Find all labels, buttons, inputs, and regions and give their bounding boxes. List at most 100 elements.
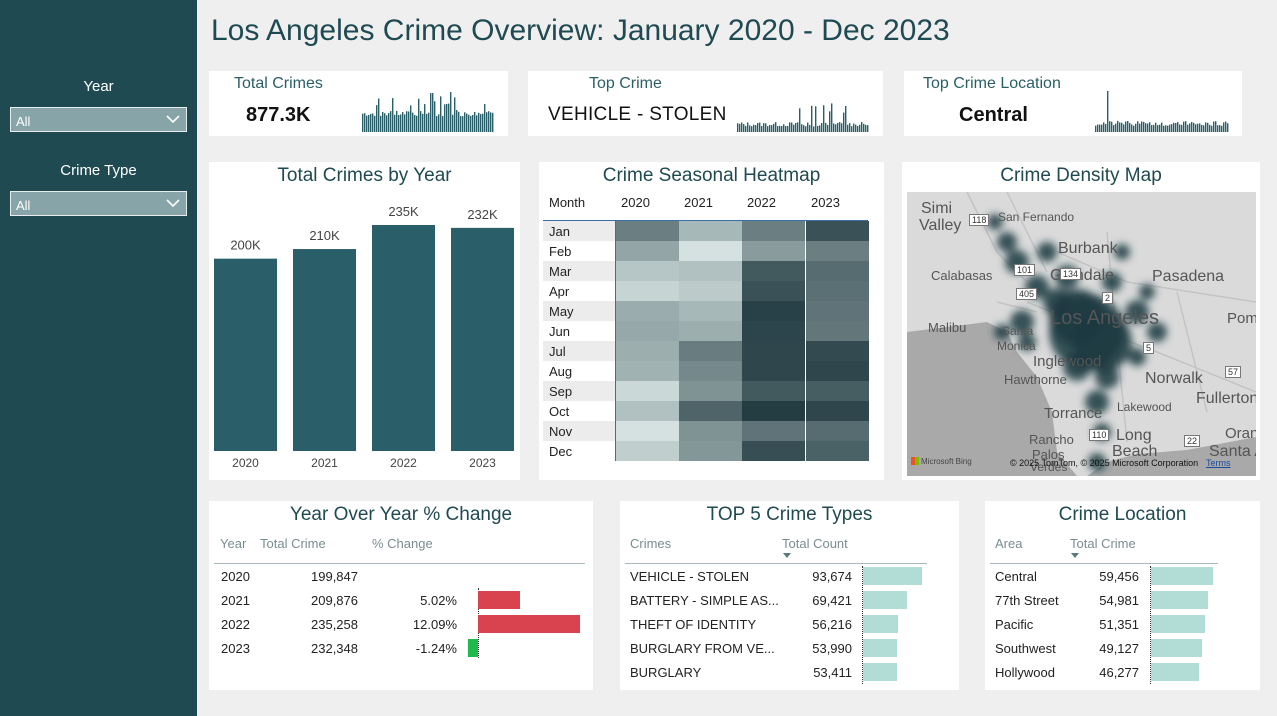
bar-axis-line	[1150, 566, 1151, 684]
row-name: 77th Street	[995, 593, 1059, 608]
heatmap-cell[interactable]	[679, 361, 742, 381]
heatmap-cell[interactable]	[679, 241, 742, 261]
yoy-change-bar[interactable]	[467, 639, 478, 657]
heatmap-cell[interactable]	[616, 221, 679, 241]
row-bar[interactable]	[863, 663, 897, 681]
bar-2023[interactable]	[451, 227, 514, 451]
heatmap-cell[interactable]	[616, 341, 679, 361]
row-bar[interactable]	[1151, 639, 1203, 657]
heatmap-cell[interactable]	[806, 281, 869, 301]
row-bar[interactable]	[1151, 663, 1200, 681]
heatmap-cell[interactable]	[806, 261, 869, 281]
map-place-label: Malibu	[928, 320, 967, 335]
bar-2022[interactable]	[372, 225, 435, 451]
heatmap-cell[interactable]	[679, 281, 742, 301]
column-header-pct-change[interactable]: % Change	[372, 536, 433, 551]
row-name: THEFT OF IDENTITY	[630, 617, 757, 632]
heatmap-cell[interactable]	[806, 221, 869, 241]
year-dropdown[interactable]: All	[10, 107, 187, 132]
heatmap-cell[interactable]	[679, 221, 742, 241]
row-name: Pacific	[995, 617, 1034, 632]
bar-data-label: 235K	[388, 204, 419, 219]
crime-density-map[interactable]: Simi Valley San Fernando Burbank Calabasas Gl…	[907, 192, 1256, 476]
bar-2020[interactable]	[214, 258, 277, 451]
heatmap-cell[interactable]	[616, 321, 679, 341]
heatmap-cell[interactable]	[679, 401, 742, 421]
x-tick-label: 2021	[311, 456, 338, 470]
heatmap-cell[interactable]	[742, 441, 805, 461]
heatmap-cell[interactable]	[742, 261, 805, 281]
crime-type-dropdown[interactable]: All	[10, 191, 187, 216]
heatmap-cell[interactable]	[742, 221, 805, 241]
heatmap-cell[interactable]	[679, 421, 742, 441]
year-dropdown-value: All	[16, 114, 31, 129]
heatmap-cell[interactable]	[742, 361, 805, 381]
heatmap-cell[interactable]	[806, 381, 869, 401]
heatmap-month-label: Apr	[543, 281, 615, 301]
heatmap-cell[interactable]	[616, 261, 679, 281]
column-header-total-count[interactable]: Total Count	[782, 536, 848, 551]
yoy-change-bar[interactable]	[478, 591, 521, 609]
map-terms-link[interactable]: Terms	[1206, 458, 1231, 468]
heatmap-cell[interactable]	[679, 321, 742, 341]
row-bar[interactable]	[863, 591, 907, 609]
heatmap-cell[interactable]	[616, 241, 679, 261]
heatmap-cell[interactable]	[616, 281, 679, 301]
map-place-label: Beach	[1112, 443, 1158, 460]
heatmap-cell[interactable]	[806, 321, 869, 341]
row-bar[interactable]	[1151, 591, 1209, 609]
yoy-year: 2023	[221, 641, 250, 656]
heatmap-cell[interactable]	[742, 421, 805, 441]
heatmap-cell[interactable]	[742, 321, 805, 341]
x-tick-label: 2020	[232, 456, 259, 470]
row-bar[interactable]	[863, 567, 922, 585]
heatmap-cell[interactable]	[679, 301, 742, 321]
bar-data-label: 200K	[230, 238, 261, 253]
kpi-card-top-crime[interactable]: Top Crime VEHICLE - STOLEN	[528, 71, 883, 136]
heatmap-cell[interactable]	[806, 241, 869, 261]
kpi-card-total-crimes[interactable]: Total Crimes 877.3K	[209, 71, 508, 136]
heatmap-cell[interactable]	[616, 301, 679, 321]
heatmap-cell[interactable]	[742, 401, 805, 421]
heatmap-cell[interactable]	[806, 401, 869, 421]
chart-title: Total Crimes by Year	[277, 165, 452, 186]
kpi-title: Total Crimes	[234, 75, 323, 92]
heatmap-cell[interactable]	[616, 381, 679, 401]
column-header-crimes[interactable]: Crimes	[630, 536, 672, 551]
heatmap-cell[interactable]	[806, 301, 869, 321]
heatmap-cell[interactable]	[616, 401, 679, 421]
heatmap-cell[interactable]	[806, 441, 869, 461]
heatmap-cell[interactable]	[742, 381, 805, 401]
map-place-label: San Fernando	[998, 210, 1075, 224]
bar-2021[interactable]	[293, 249, 356, 451]
column-header-year[interactable]: Year	[220, 536, 247, 551]
x-tick-label: 2022	[390, 456, 417, 470]
row-bar[interactable]	[1151, 615, 1205, 633]
row-bar[interactable]	[863, 615, 899, 633]
heatmap-cell[interactable]	[616, 361, 679, 381]
heatmap-cell[interactable]	[742, 241, 805, 261]
yoy-change-bar[interactable]	[478, 615, 580, 633]
heatmap-cell[interactable]	[616, 441, 679, 461]
heatmap-cell[interactable]	[806, 341, 869, 361]
row-bar[interactable]	[1151, 567, 1213, 585]
heatmap-cell[interactable]	[742, 341, 805, 361]
column-header-total-crime[interactable]: Total Crime	[1070, 536, 1136, 551]
kpi-value: Central	[959, 104, 1028, 126]
heatmap-cell[interactable]	[806, 361, 869, 381]
heatmap-cell[interactable]	[679, 381, 742, 401]
heatmap-cell[interactable]	[679, 341, 742, 361]
heatmap-cell[interactable]	[679, 261, 742, 281]
column-header-total-crime[interactable]: Total Crime	[260, 536, 326, 551]
kpi-card-top-location[interactable]: Top Crime Location Central	[904, 71, 1242, 136]
heatmap-cell[interactable]	[616, 421, 679, 441]
heatmap-cell[interactable]	[742, 301, 805, 321]
bar-data-label: 232K	[467, 207, 498, 222]
heatmap-cell[interactable]	[806, 421, 869, 441]
heatmap-cell[interactable]	[679, 441, 742, 461]
heatmap-cell[interactable]	[742, 281, 805, 301]
row-bar[interactable]	[863, 639, 897, 657]
column-header-area[interactable]: Area	[995, 536, 1023, 551]
heatmap-month-label: May	[543, 301, 615, 321]
kpi-value: 877.3K	[246, 104, 311, 126]
